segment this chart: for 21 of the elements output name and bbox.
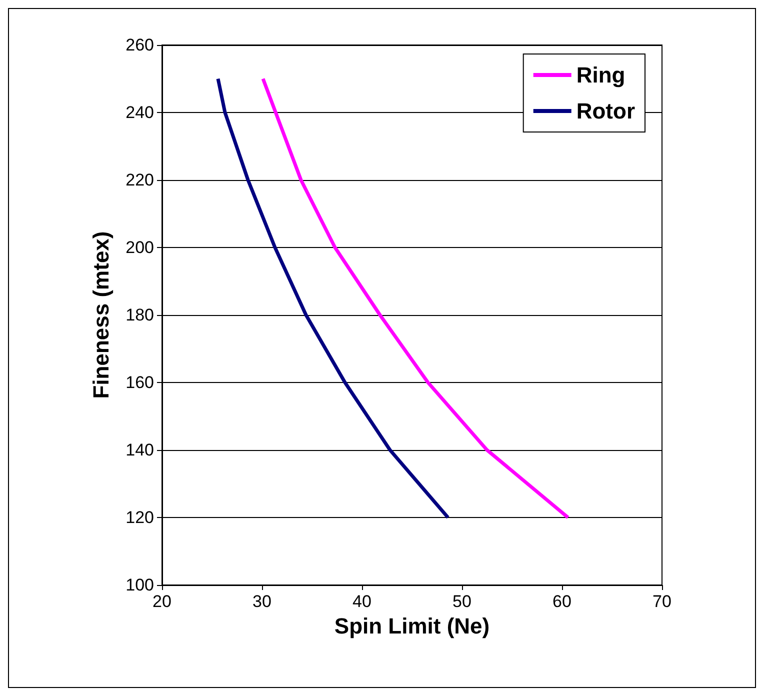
x-tick-label: 50 <box>452 592 472 611</box>
y-tick-label: 180 <box>126 306 154 324</box>
x-tick-label: 20 <box>152 592 172 611</box>
line-series <box>216 77 450 520</box>
y-tick-label: 160 <box>126 373 154 392</box>
y-tick-label: 260 <box>126 36 154 54</box>
y-axis-title: Fineness (mtex) <box>88 231 114 399</box>
legend-label: Ring <box>576 62 626 88</box>
x-tick-label: 70 <box>652 592 672 611</box>
y-tick-label: 200 <box>126 238 154 257</box>
y-tick-label: 120 <box>126 508 154 527</box>
y-tick-label: 100 <box>126 576 154 594</box>
line-series <box>261 77 570 520</box>
y-tick-label: 220 <box>126 170 154 190</box>
x-tick-label: 30 <box>252 592 272 611</box>
x-tick-label: 40 <box>352 592 372 611</box>
x-axis-title: Spin Limit (Ne) <box>334 614 490 638</box>
y-tick-label: 140 <box>126 440 154 460</box>
x-tick-label: 60 <box>552 592 572 611</box>
legend-label: Rotor <box>576 98 636 124</box>
y-tick-label: 240 <box>126 103 154 122</box>
